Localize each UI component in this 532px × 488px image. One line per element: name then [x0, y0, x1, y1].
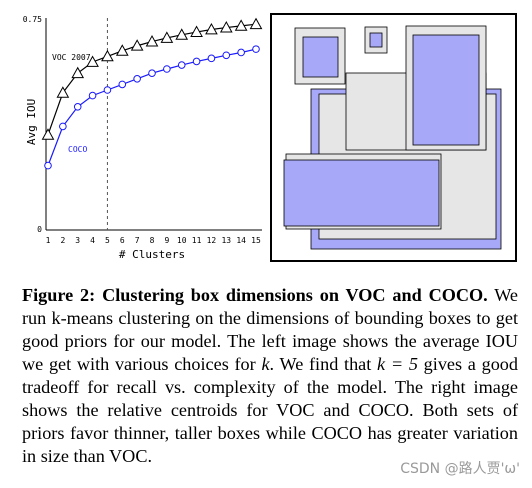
caption-text-1: We run k-means clustering on the dimensi…	[22, 285, 519, 374]
box-centroids-panel	[270, 13, 517, 262]
coco-box-small	[369, 32, 383, 48]
caption-lead: Figure 2: Clustering box dimensions on V…	[22, 285, 488, 305]
data-point-triangle	[115, 44, 129, 56]
x-tick-label: 4	[90, 236, 95, 245]
data-point-circle	[73, 103, 82, 111]
data-point-circle	[133, 75, 141, 83]
data-point-triangle	[219, 21, 233, 33]
x-tick-label: 2	[60, 236, 65, 245]
x-tick-label: 6	[120, 236, 125, 245]
caption-k1: k	[261, 354, 270, 374]
data-point-circle	[103, 86, 112, 94]
data-point-circle	[118, 80, 127, 89]
data-point-circle	[148, 69, 156, 77]
coco-box-tall	[412, 34, 480, 146]
data-point-triangle	[190, 25, 203, 37]
caption-k2: k = 5	[377, 354, 418, 374]
x-tick-label: 15	[251, 236, 261, 245]
figure-caption: Figure 2: Clustering box dimensions on V…	[22, 284, 518, 468]
y-tick-bottom: 0	[37, 225, 42, 234]
x-tick-label: 14	[236, 236, 246, 245]
coco-box-flat	[283, 159, 440, 227]
data-point-triangle	[249, 17, 263, 30]
x-tick-label: 9	[164, 236, 169, 245]
data-point-triangle	[234, 19, 248, 31]
watermark: CSDN @路人贾'ω'	[400, 461, 520, 477]
data-point-triangle	[145, 35, 159, 47]
data-point-circle	[88, 91, 97, 100]
data-point-triangle	[56, 86, 70, 98]
x-tick-label: 1	[46, 236, 51, 245]
data-point-triangle	[160, 31, 174, 43]
x-axis-label: # Clusters	[119, 248, 185, 261]
data-point-triangle	[130, 39, 144, 51]
legend-coco: COCO	[68, 145, 87, 154]
data-point-circle	[59, 122, 67, 131]
y-tick-top: 0.75	[23, 15, 42, 24]
x-tick-label: 10	[177, 236, 187, 245]
legend-voc: VOC 2007	[52, 53, 91, 62]
data-point-circle	[163, 65, 171, 73]
data-point-circle	[252, 45, 260, 53]
data-point-circle	[237, 48, 245, 57]
x-tick-label: 12	[207, 236, 217, 245]
data-point-triangle	[205, 22, 218, 35]
coco-box-mid	[302, 36, 339, 78]
data-point-circle	[222, 51, 231, 60]
data-point-circle	[44, 161, 52, 170]
data-point-circle	[192, 57, 201, 66]
x-tick-label: 8	[150, 236, 155, 245]
y-axis-label: Avg IOU	[25, 99, 38, 145]
x-tick-label: 7	[135, 236, 140, 245]
x-tick-label: 11	[192, 236, 202, 245]
data-point-triangle	[41, 128, 55, 140]
data-point-triangle	[71, 66, 85, 79]
caption-text-3: gives a good tradeoff for recall vs. com…	[22, 354, 518, 466]
iou-chart: 0.75 0 Avg IOU # Clusters 1 2 3 4 5 6 7 8 9 10 11 1…	[23, 15, 263, 261]
x-tick-label: 13	[221, 236, 231, 245]
data-point-triangle	[101, 49, 114, 62]
x-tick-label: 3	[75, 236, 80, 245]
caption-text-2: . We find that	[269, 354, 378, 374]
x-tick-label: 5	[105, 236, 110, 245]
data-point-circle	[177, 61, 186, 69]
data-point-triangle	[175, 28, 189, 40]
data-point-circle	[207, 54, 216, 63]
data-point-triangle	[86, 55, 99, 67]
